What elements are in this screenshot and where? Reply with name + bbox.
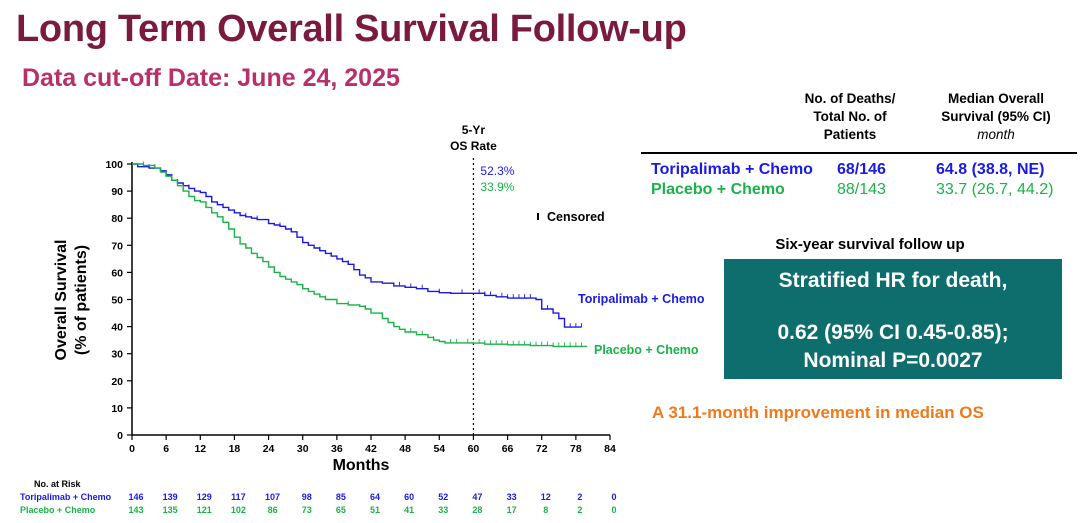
x-tick-label: 66	[502, 443, 514, 455]
at-risk-count: 12	[541, 492, 551, 502]
at-risk-count: 135	[163, 505, 178, 515]
table-row-toripalimab-deaths: 68/146	[837, 161, 886, 178]
x-tick-label: 48	[399, 443, 411, 455]
x-tick-label: 30	[297, 443, 309, 455]
at-risk-count: 47	[472, 492, 482, 502]
table-divider	[641, 152, 1077, 154]
y-tick-label: 40	[111, 322, 123, 334]
x-tick-label: 84	[604, 443, 616, 455]
series-label-0: Toripalimab + Chemo	[578, 292, 705, 306]
y-tick-label: 70	[111, 240, 123, 252]
at-risk-count: 2	[577, 505, 582, 515]
at-risk-count: 33	[507, 492, 517, 502]
table-row-toripalimab-name: Toripalimab + Chemo	[651, 161, 813, 178]
at-risk-count: 64	[370, 492, 380, 502]
at-risk-count: 8	[543, 505, 548, 515]
hr-heading: Six-year survival follow up	[775, 236, 965, 253]
at-risk-row-name: Placebo + Chemo	[20, 505, 96, 515]
y-axis-title-line1: Overall Survival	[53, 240, 70, 361]
y-tick-label: 20	[111, 376, 123, 388]
at-risk-count: 121	[197, 505, 212, 515]
at-risk-count: 139	[163, 492, 178, 502]
hr-line-3: Nominal P=0.0027	[803, 349, 983, 372]
at-risk-count: 33	[438, 505, 448, 515]
at-risk-count: 143	[128, 505, 143, 515]
y-tick-label: 90	[111, 186, 123, 198]
at-risk-count: 17	[507, 505, 517, 515]
at-risk-count: 73	[302, 505, 312, 515]
at-risk-count: 107	[265, 492, 280, 502]
at-risk-count: 146	[128, 492, 143, 502]
x-tick-label: 42	[365, 443, 377, 455]
x-tick-label: 24	[263, 443, 275, 455]
table-row-placebo-median: 33.7 (26.7, 44.2)	[936, 181, 1054, 198]
chart-curves	[132, 156, 588, 435]
y-tick-label: 100	[105, 159, 123, 171]
x-tick-label: 6	[163, 443, 169, 455]
five-year-rate-label: 33.9%	[480, 180, 514, 194]
at-risk-count: 117	[231, 492, 246, 502]
x-tick-label: 18	[229, 443, 241, 455]
hr-box: Stratified HR for death, 0.62 (95% CI 0.…	[724, 259, 1062, 379]
x-tick-label: 60	[468, 443, 480, 455]
x-tick-label: 72	[536, 443, 548, 455]
table-header-deaths: No. of Deaths/ Total No. of Patients	[804, 91, 896, 142]
five-year-rate-label: 52.3%	[480, 164, 514, 178]
page-subtitle: Data cut-off Date: June 24, 2025	[22, 64, 400, 92]
y-tick-label: 80	[111, 213, 123, 225]
at-risk-count: 102	[231, 505, 246, 515]
y-tick-label: 0	[117, 430, 123, 442]
table-header-median: Median Overall Survival (95% CI) month	[941, 91, 1051, 142]
at-risk-count: 0	[611, 492, 616, 502]
table-row-placebo-name: Placebo + Chemo	[651, 181, 785, 198]
table-row-toripalimab-median: 64.8 (38.8, NE)	[936, 161, 1045, 178]
at-risk-count: 129	[197, 492, 212, 502]
y-axis-title-line2: (% of patients)	[73, 245, 90, 355]
at-risk-table: No. at Risk Toripalimab + Chemo 146 139 129 1…	[20, 479, 617, 515]
reference-label-line1: 5-Yr	[462, 123, 486, 137]
at-risk-count: 2	[577, 492, 582, 502]
reference-label-line2: OS Rate	[450, 139, 497, 153]
chart-labels: 5-Yr OS Rate 52.3% 33.9% Censored Toripalimab…	[450, 123, 705, 357]
x-tick-label: 12	[194, 443, 206, 455]
x-tick-label: 0	[129, 443, 135, 455]
hr-line-2: 0.62 (95% CI 0.45-0.85);	[777, 321, 1009, 344]
at-risk-count: 85	[336, 492, 346, 502]
x-axis-title: Months	[333, 457, 390, 474]
y-tick-label: 60	[111, 267, 123, 279]
at-risk-count: 60	[404, 492, 414, 502]
at-risk-count: 86	[268, 505, 278, 515]
at-risk-row-name: Toripalimab + Chemo	[20, 492, 112, 502]
at-risk-count: 28	[472, 505, 482, 515]
x-tick-label: 36	[331, 443, 343, 455]
hr-line-1: Stratified HR for death,	[778, 269, 1008, 292]
at-risk-title: No. at Risk	[34, 479, 82, 489]
at-risk-count: 41	[404, 505, 414, 515]
chart-axes: 0 6 12 18 24 30 36 42 48 54 60 66 72 78 84 0 10 20 30 40 50 6…	[53, 159, 616, 474]
censored-legend-label: Censored	[547, 210, 605, 224]
x-tick-label: 78	[570, 443, 582, 455]
at-risk-count: 51	[370, 505, 380, 515]
at-risk-count: 52	[438, 492, 448, 502]
at-risk-count: 0	[611, 505, 616, 515]
at-risk-count: 65	[336, 505, 346, 515]
table-row-placebo-deaths: 88/143	[837, 181, 886, 198]
y-tick-label: 50	[111, 295, 123, 307]
y-tick-label: 30	[111, 349, 123, 361]
y-tick-label: 10	[111, 403, 123, 415]
x-tick-label: 54	[433, 443, 445, 455]
series-label-1: Placebo + Chemo	[594, 343, 699, 357]
median-os-improvement: A 31.1-month improvement in median OS	[652, 403, 984, 422]
at-risk-count: 98	[302, 492, 312, 502]
page-title: Long Term Overall Survival Follow-up	[16, 8, 687, 50]
